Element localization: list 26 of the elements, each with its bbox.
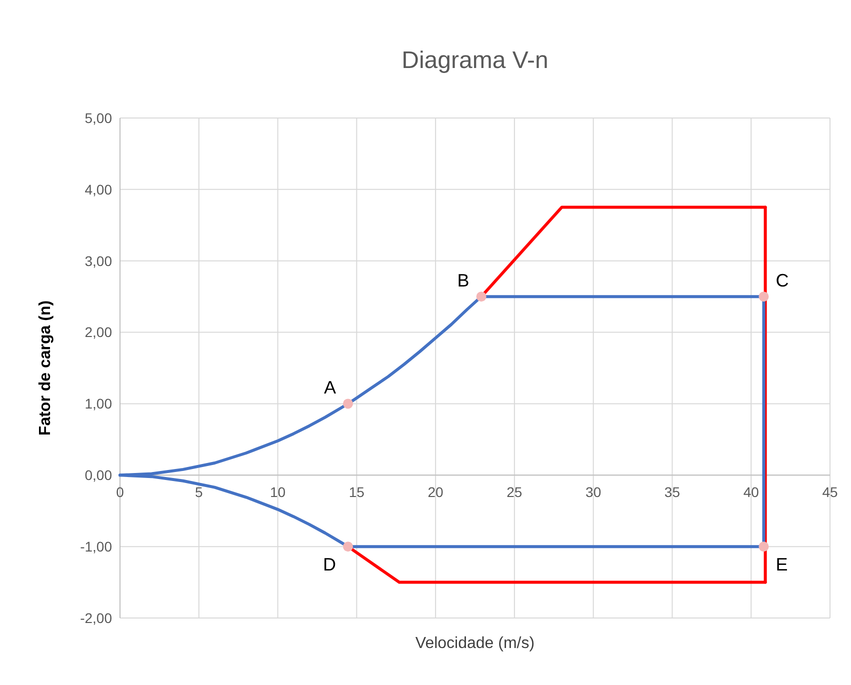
x-tick-label: 15 [348,484,365,500]
x-tick-label: 40 [743,484,760,500]
y-tick-label: 0,00 [84,467,112,484]
y-tick-label: -2,00 [80,610,112,626]
x-axis-title: Velocidade (m/s) [415,635,535,652]
x-tick-label: 20 [428,484,444,500]
y-tick-label: 5,00 [84,110,112,126]
y-axis-title: Fator de carga (n) [37,300,54,436]
x-tick-label: 45 [822,484,838,500]
x-tick-label: 5 [194,484,203,500]
y-tick-label: 2,00 [84,324,112,340]
annotation: D [322,554,336,575]
x-tick-label: 35 [664,484,680,500]
y-tick-label: 1,00 [84,396,112,412]
x-tick-label: 25 [506,484,522,500]
chart-title: Diagrama V-n [402,47,548,74]
x-tick-label: 10 [270,484,286,500]
annotation: A [324,378,336,398]
y-tick-label: 3,00 [84,252,112,269]
y-tick-label: 4,00 [84,181,112,198]
annotation: B [457,270,470,291]
annotation: E [776,554,788,575]
x-tick-label: 0 [116,484,124,500]
annotation: C [776,270,789,291]
x-tick-label: 30 [586,484,602,500]
y-tick-label: -1,00 [80,538,112,554]
